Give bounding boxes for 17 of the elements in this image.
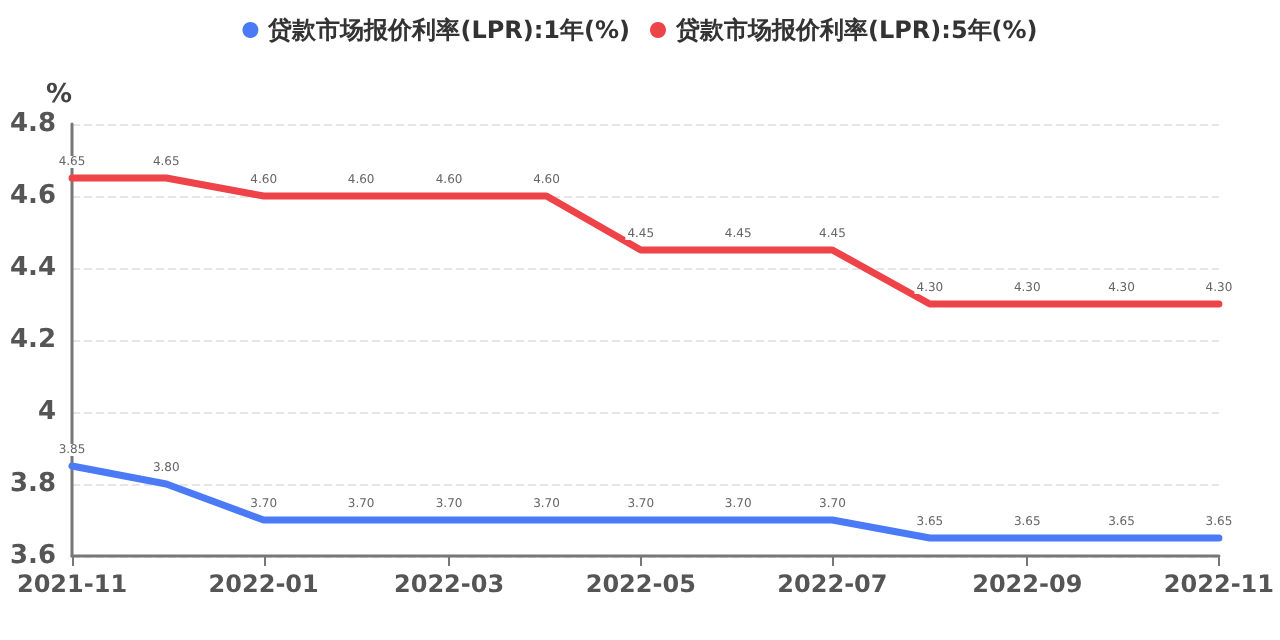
x-tick-label: 2022-07 <box>777 570 888 598</box>
x-tick-label: 2022-11 <box>1163 570 1274 598</box>
y-tick-label: 4.2 <box>9 325 56 355</box>
y-tick-label: 3.8 <box>9 469 56 499</box>
y-tick-label: 4.6 <box>9 181 56 211</box>
y-tick-label: 4.4 <box>9 253 56 283</box>
x-tick-label: 2022-05 <box>585 570 696 598</box>
x-tick-label: 2021-11 <box>16 570 128 598</box>
x-tick-label: 2022-09 <box>972 570 1083 598</box>
y-tick-label: 3.6 <box>9 541 56 571</box>
x-tick-label: 2022-01 <box>208 570 319 598</box>
y-tick-label: 4 <box>37 397 56 427</box>
y-axis-title: % <box>45 80 72 110</box>
legend-label: 贷款市场报价利率(LPR):5年(%) <box>674 16 1038 44</box>
y-tick-label: 4.8 <box>9 109 56 139</box>
x-tick-label: 2022-03 <box>393 570 505 598</box>
legend-label: 贷款市场报价利率(LPR):1年(%) <box>266 16 631 44</box>
